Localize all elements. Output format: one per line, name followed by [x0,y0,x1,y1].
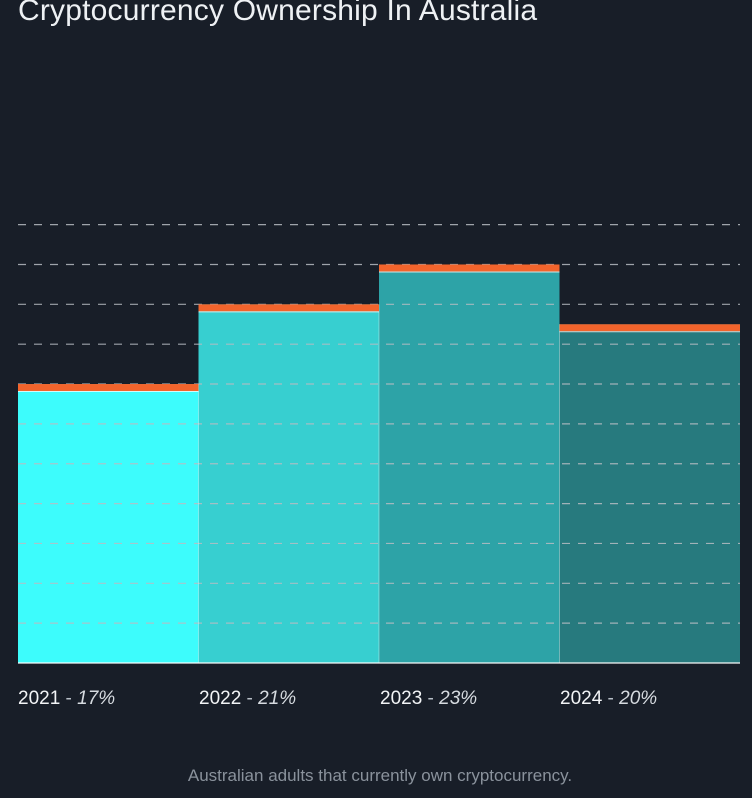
bar-2024 [559,324,740,663]
bar-2022 [198,304,379,663]
category-label-2024: 2024 - 20% [560,688,658,709]
category-value: 21% [258,688,297,709]
chart-caption: Australian adults that currently own cry… [187,766,573,785]
category-label-2023: 2023 - 23% [380,688,478,709]
category-label-2021: 2021 - 17% [18,688,116,709]
bar-cap-2024 [559,324,740,332]
bar-cap-2023 [379,264,560,272]
category-year: 2021 [18,688,61,709]
category-value: 17% [77,688,116,709]
chart-title: Cryptocurrency Ownership In Australia [18,0,538,27]
category-value: 20% [619,688,658,709]
bar-cap-2021 [18,384,199,392]
category-year: 2024 [560,688,603,709]
category-label-2022: 2022 - 21% [199,688,297,709]
bar-2021 [18,384,199,663]
category-year: 2023 [380,688,423,709]
bar-cap-2022 [198,304,379,312]
category-value: 23% [439,688,478,709]
category-year: 2022 [199,688,242,709]
